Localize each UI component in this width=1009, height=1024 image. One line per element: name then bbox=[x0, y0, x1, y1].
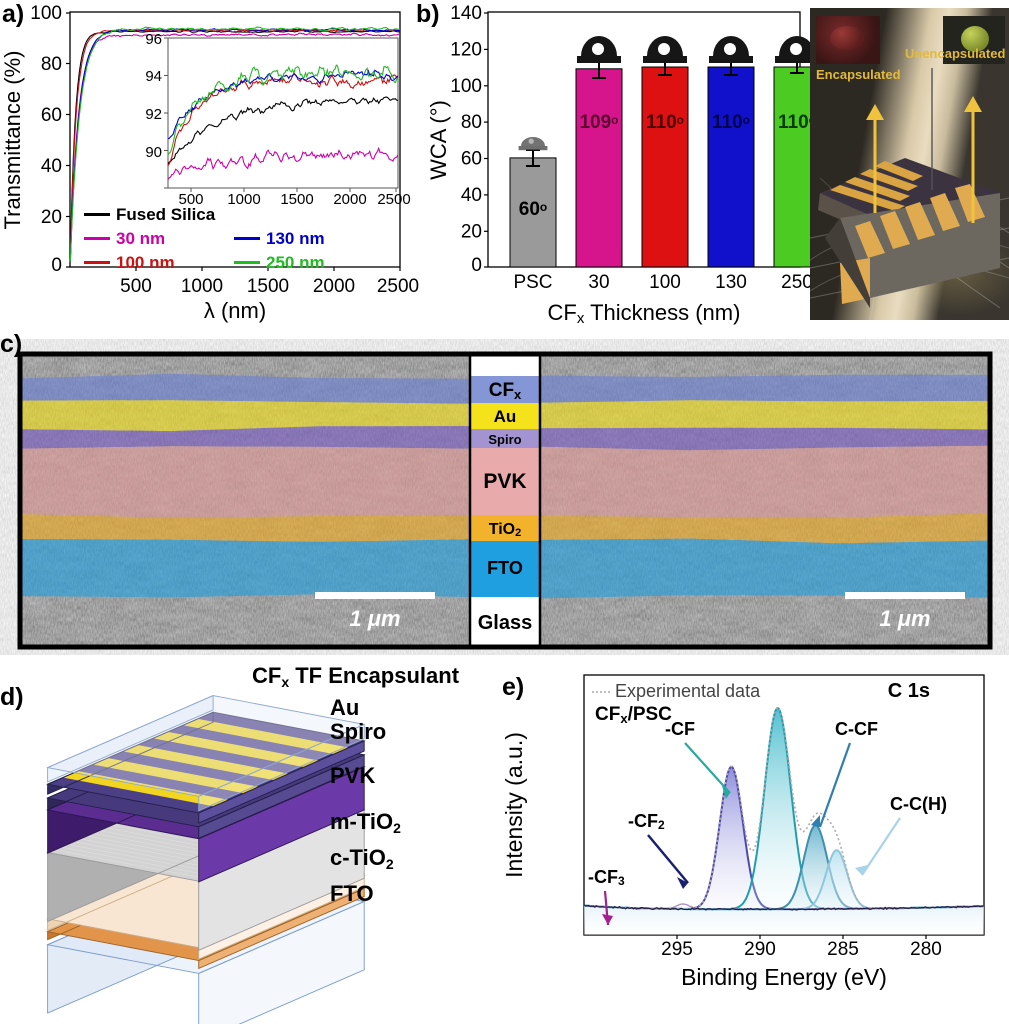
svg-text:100: 100 bbox=[649, 272, 681, 293]
svg-text:2000: 2000 bbox=[333, 191, 366, 208]
svg-text:C-CF: C-CF bbox=[835, 719, 878, 739]
svg-text:0: 0 bbox=[51, 255, 62, 276]
svg-text:-CF: -CF bbox=[665, 719, 695, 739]
svg-text:140: 140 bbox=[450, 3, 482, 24]
svg-text:Transmittance (%): Transmittance (%) bbox=[0, 51, 25, 230]
svg-text:100: 100 bbox=[450, 76, 482, 97]
svg-text:110o: 110o bbox=[778, 112, 810, 133]
svg-text:60: 60 bbox=[461, 149, 482, 170]
svg-text:20: 20 bbox=[461, 221, 482, 242]
svg-text:CFx Thickness (nm): CFx Thickness (nm) bbox=[548, 300, 741, 327]
svg-text:PSC: PSC bbox=[513, 272, 552, 293]
svg-text:96: 96 bbox=[145, 31, 162, 48]
svg-text:94: 94 bbox=[145, 68, 162, 85]
svg-text:250: 250 bbox=[781, 272, 810, 293]
svg-text:30: 30 bbox=[588, 272, 609, 293]
svg-text:120: 120 bbox=[450, 39, 482, 60]
svg-text:280: 280 bbox=[910, 939, 942, 960]
svg-text:C 1s: C 1s bbox=[888, 680, 930, 702]
svg-text:1 μm: 1 μm bbox=[879, 606, 930, 631]
svg-text:90: 90 bbox=[145, 144, 162, 161]
svg-text:290: 290 bbox=[744, 939, 776, 960]
svg-text:Experimental data: Experimental data bbox=[615, 681, 761, 701]
svg-text:FTO: FTO bbox=[487, 558, 523, 578]
svg-text:20: 20 bbox=[41, 207, 62, 228]
svg-text:Binding Energy (eV): Binding Energy (eV) bbox=[681, 964, 887, 990]
svg-text:40: 40 bbox=[461, 185, 482, 206]
svg-text:0: 0 bbox=[471, 255, 482, 276]
svg-text:92: 92 bbox=[145, 106, 162, 123]
svg-text:λ (nm): λ (nm) bbox=[204, 298, 266, 323]
svg-text:1000: 1000 bbox=[227, 191, 260, 208]
svg-text:1500: 1500 bbox=[280, 191, 313, 208]
svg-text:Au: Au bbox=[494, 407, 517, 426]
svg-text:80: 80 bbox=[41, 54, 62, 75]
svg-text:285: 285 bbox=[827, 939, 859, 960]
svg-text:1 μm: 1 μm bbox=[349, 606, 400, 631]
svg-text:C-C(H): C-C(H) bbox=[890, 794, 947, 814]
svg-text:PVK: PVK bbox=[483, 470, 526, 493]
svg-text:60: 60 bbox=[41, 105, 62, 126]
svg-text:CFx/PSC: CFx/PSC bbox=[595, 704, 672, 726]
svg-text:130: 130 bbox=[715, 272, 747, 293]
svg-text:Spiro: Spiro bbox=[488, 432, 521, 447]
svg-text:Glass: Glass bbox=[478, 612, 532, 634]
svg-text:Intensity (a.u.): Intensity (a.u.) bbox=[501, 732, 527, 878]
svg-text:40: 40 bbox=[41, 156, 62, 177]
svg-text:100: 100 bbox=[30, 3, 62, 24]
svg-text:80: 80 bbox=[461, 112, 482, 133]
svg-text:WCA (°): WCA (°) bbox=[430, 100, 451, 180]
svg-text:2500: 2500 bbox=[377, 191, 410, 208]
svg-text:295: 295 bbox=[661, 939, 693, 960]
